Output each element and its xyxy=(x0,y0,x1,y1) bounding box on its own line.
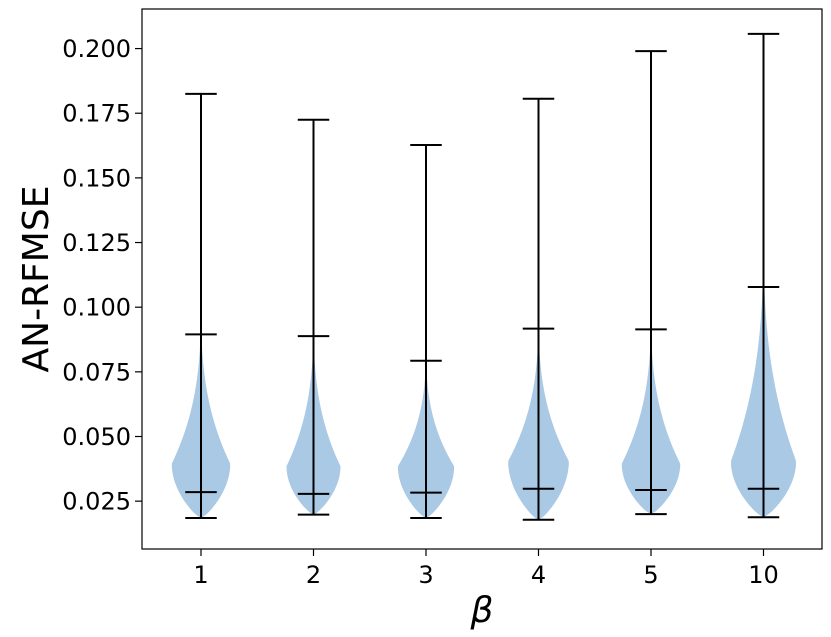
y-tick-label: 0.050 xyxy=(62,423,131,451)
y-tick-label: 0.175 xyxy=(62,100,131,128)
plot-frame xyxy=(141,8,823,550)
x-axis-label: β xyxy=(470,590,494,631)
violin-group xyxy=(171,32,797,521)
x-tick-label: 3 xyxy=(418,561,433,589)
y-tick-label: 0.150 xyxy=(62,164,131,192)
y-tick-label: 0.100 xyxy=(62,294,131,322)
y-tick-label: 0.200 xyxy=(62,35,131,63)
x-tick-label: 4 xyxy=(531,561,546,589)
y-tick-label: 0.075 xyxy=(62,358,131,386)
x-tick-label: 5 xyxy=(643,561,658,589)
x-tick-label: 1 xyxy=(193,561,208,589)
y-axis-label: AN-RFMSE xyxy=(16,186,57,373)
y-tick-label: 0.125 xyxy=(62,229,131,257)
x-tick-label: 2 xyxy=(306,561,321,589)
x-tick-label: 10 xyxy=(748,561,779,589)
tick-group: 0.025 0.050 0.075 0.100 0.125 0.150 0.175 0.200… xyxy=(62,35,778,589)
y-tick-label: 0.025 xyxy=(62,488,131,516)
